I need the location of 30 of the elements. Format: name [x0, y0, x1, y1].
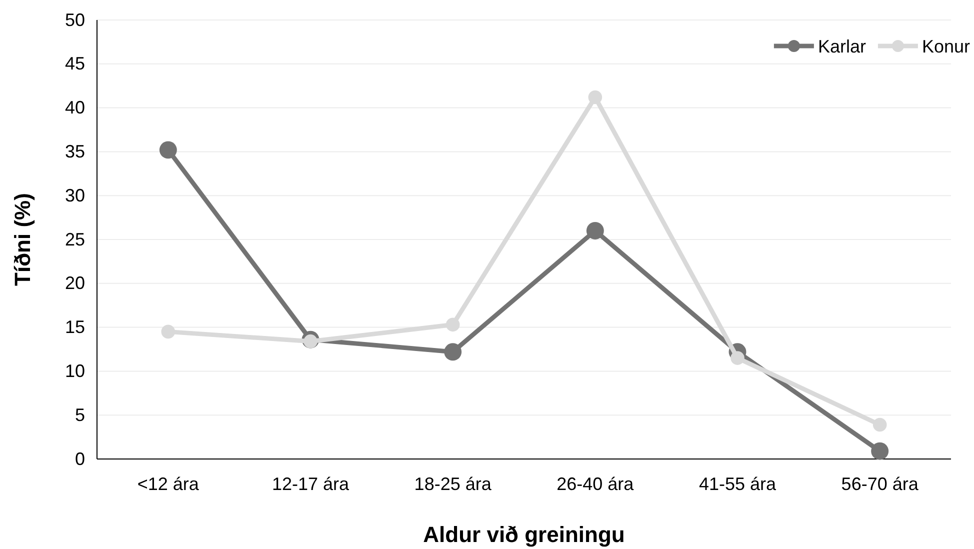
x-tick-label: 12-17 ára	[272, 474, 350, 494]
x-tick-label: 18-25 ára	[414, 474, 492, 494]
y-axis-title: Tíðni (%)	[10, 193, 35, 286]
point	[446, 318, 460, 332]
point	[871, 442, 889, 460]
y-tick-label: 0	[74, 448, 85, 469]
y-tick-label: 40	[64, 98, 85, 118]
y-tick-label: 30	[64, 185, 85, 206]
x-tick-label: 56-70 ára	[841, 474, 920, 494]
point	[730, 351, 744, 365]
y-tick-label: 5	[74, 404, 85, 425]
x-tick-label: 41-55 ára	[698, 474, 778, 494]
legend-label: Konur	[922, 36, 970, 56]
legend-label: Karlar	[818, 36, 866, 56]
y-tick-label: 35	[64, 141, 85, 162]
x-axis-title: Aldur við greiningu	[423, 522, 625, 547]
x-tick-label: 26-40 ára	[556, 474, 635, 494]
point	[159, 141, 177, 159]
y-tick-label: 20	[64, 273, 85, 294]
y-tick-label: 45	[64, 54, 85, 74]
y-tick-label: 10	[64, 360, 85, 381]
x-tick-label: <12 ára	[137, 474, 200, 494]
point	[444, 343, 462, 361]
y-tick-label: 25	[64, 229, 85, 250]
point	[588, 90, 602, 104]
point	[586, 222, 604, 240]
y-tick-label: 50	[64, 10, 85, 30]
point	[872, 418, 887, 432]
point	[161, 324, 176, 339]
y-tick-label: 15	[64, 317, 85, 338]
